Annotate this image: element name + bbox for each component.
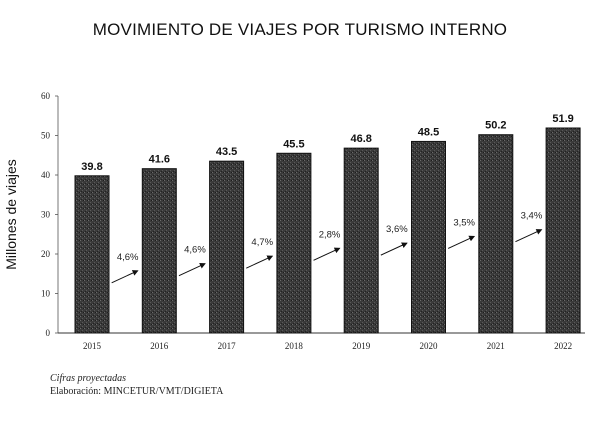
growth-label: 2,8%: [319, 229, 341, 240]
growth-arrow: [313, 247, 341, 261]
data-label: 41.6: [149, 154, 170, 166]
data-label: 45.5: [283, 138, 304, 150]
y-axis-title: Millones de viajes: [3, 159, 19, 270]
y-tick-label: 0: [46, 328, 51, 338]
growth-arrow: [111, 270, 139, 284]
chart-footer: Cifras proyectadas Elaboración: MINCETUR…: [50, 372, 223, 398]
growth-arrow: [246, 255, 274, 269]
data-label: 48.5: [418, 126, 439, 138]
growth-label: 4,6%: [117, 252, 139, 263]
bar: [74, 175, 110, 334]
growth-arrow: [178, 263, 206, 277]
bar: [545, 127, 581, 334]
growth-arrow: [447, 235, 476, 249]
growth-label: 3,6%: [386, 224, 408, 235]
y-tick-label: 50: [41, 131, 51, 141]
x-tick-label: 2021: [487, 341, 505, 351]
growth-arrow: [380, 242, 408, 256]
bar: [478, 134, 514, 334]
growth-arrow: [515, 229, 543, 243]
growth-label: 3,4%: [521, 211, 543, 222]
x-tick-label: 2022: [554, 341, 572, 351]
x-tick-label: 2018: [285, 341, 304, 351]
footnote: Cifras proyectadas: [50, 373, 127, 384]
bar: [209, 160, 245, 334]
y-tick-label: 30: [41, 210, 51, 220]
source-note: Elaboración: MINCETUR/VMT/DIGIETA: [50, 386, 224, 397]
growth-label: 4,6%: [184, 245, 206, 256]
bar: [276, 152, 312, 334]
y-tick-label: 10: [41, 289, 51, 299]
data-label: 51.9: [552, 113, 573, 125]
bar: [141, 168, 177, 334]
y-tick-label: 40: [41, 170, 51, 180]
data-label: 39.8: [81, 161, 102, 173]
growth-label: 4,7%: [251, 237, 273, 248]
y-tick-label: 60: [41, 91, 51, 101]
chart-title: MOVIMIENTO DE VIAJES POR TURISMO INTERNO: [92, 20, 508, 39]
data-label: 50.2: [485, 120, 506, 132]
bar: [343, 147, 379, 334]
x-tick-label: 2017: [218, 341, 237, 351]
data-label: 43.5: [216, 146, 237, 158]
y-tick-label: 20: [41, 249, 51, 259]
x-tick-label: 2020: [420, 341, 439, 351]
x-tick-label: 2019: [352, 341, 371, 351]
x-tick-label: 2015: [83, 341, 102, 351]
growth-label: 3,5%: [453, 217, 475, 228]
bar: [411, 140, 446, 334]
data-label: 46.8: [350, 133, 371, 145]
x-tick-label: 2016: [150, 341, 169, 351]
